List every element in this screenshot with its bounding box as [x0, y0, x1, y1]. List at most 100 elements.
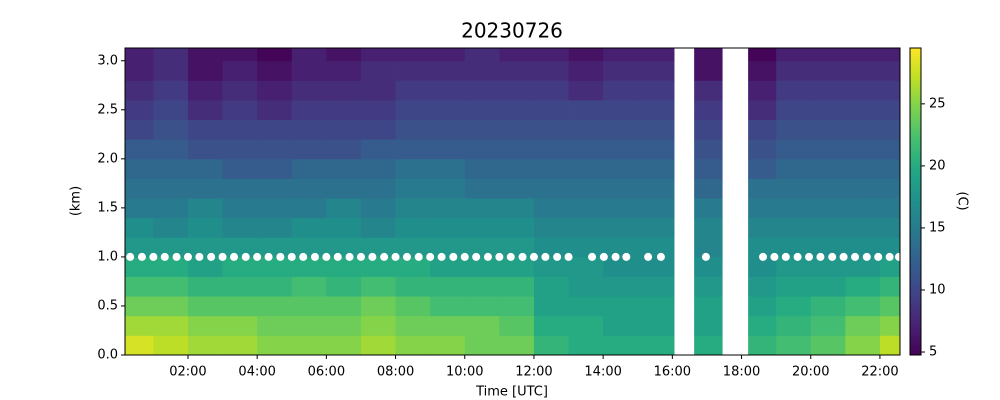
heatmap-cell	[533, 99, 569, 121]
heatmap-cell	[568, 48, 604, 62]
marker-point	[701, 252, 710, 261]
heatmap-cell	[291, 217, 327, 238]
heatmap-cell	[125, 178, 154, 199]
marker-point	[253, 252, 262, 261]
heatmap-cell	[533, 296, 569, 317]
heatmap-cell	[776, 335, 812, 355]
heatmap-cell	[845, 237, 881, 258]
x-tick-label: 02:00	[169, 365, 206, 380]
heatmap-cell	[694, 296, 723, 317]
heatmap-cell	[879, 256, 900, 277]
heatmap-cell	[395, 276, 431, 297]
heatmap-cell	[568, 99, 604, 121]
heatmap-cell	[222, 80, 258, 101]
heatmap-cell	[291, 276, 327, 297]
y-axis-label: (km)	[69, 186, 84, 216]
heatmap-cell	[222, 256, 258, 277]
marker-point	[380, 252, 389, 261]
heatmap-cell	[603, 178, 639, 199]
heatmap-cell	[464, 99, 500, 121]
heatmap-cell	[748, 60, 777, 81]
heatmap-cell	[879, 217, 900, 238]
heatmap-cell	[810, 178, 846, 199]
heatmap-cell	[257, 296, 293, 317]
heatmap-cell	[187, 315, 223, 336]
marker-point	[656, 252, 665, 261]
heatmap-cell	[568, 237, 604, 258]
heatmap-cell	[360, 60, 396, 81]
y-tick-label: 0.0	[97, 348, 118, 363]
heatmap-cell	[568, 296, 604, 317]
heatmap-cell	[153, 99, 189, 121]
heatmap-cell	[568, 217, 604, 238]
marker-point	[483, 252, 492, 261]
heatmap-cell	[430, 99, 466, 121]
heatmap-cell	[603, 296, 639, 317]
heatmap-cell	[637, 335, 675, 355]
heatmap-cell	[776, 80, 812, 101]
heatmap-cell	[603, 276, 639, 297]
heatmap-cell	[153, 276, 189, 297]
heatmap-cell	[395, 158, 431, 179]
heatmap	[125, 48, 900, 355]
heatmap-cell	[748, 256, 777, 277]
heatmap-cell	[291, 335, 327, 355]
heatmap-cell	[430, 119, 466, 140]
heatmap-cell	[257, 217, 293, 238]
heatmap-cell	[291, 237, 327, 258]
heatmap-cell	[810, 48, 846, 62]
heatmap-cell	[222, 296, 258, 317]
heatmap-cell	[637, 119, 675, 140]
colorbar-tick-label: 5	[929, 345, 937, 360]
heatmap-cell	[879, 158, 900, 179]
heatmap-cell	[748, 158, 777, 179]
heatmap-cell	[430, 139, 466, 160]
marker-point	[805, 252, 814, 261]
heatmap-cell	[879, 315, 900, 336]
heatmap-cell	[637, 60, 675, 81]
marker-point	[218, 252, 227, 261]
heatmap-cell	[395, 139, 431, 160]
heatmap-cell	[694, 335, 723, 355]
heatmap-cell	[637, 178, 675, 199]
heatmap-cell	[694, 276, 723, 297]
y-tick-label: 1.5	[97, 200, 118, 215]
marker-point	[172, 252, 181, 261]
heatmap-cell	[637, 99, 675, 121]
heatmap-cell	[533, 119, 569, 140]
heatmap-cell	[810, 315, 846, 336]
heatmap-cell	[153, 335, 189, 355]
heatmap-cell	[603, 198, 639, 219]
heatmap-cell	[153, 60, 189, 81]
heatmap-cell	[776, 198, 812, 219]
colorbar	[909, 47, 922, 356]
heatmap-cell	[360, 119, 396, 140]
heatmap-cell	[568, 80, 604, 101]
heatmap-cell	[430, 198, 466, 219]
heatmap-cell	[430, 178, 466, 199]
heatmap-cell	[222, 119, 258, 140]
heatmap-cell	[360, 256, 396, 277]
heatmap-cell	[291, 256, 327, 277]
heatmap-cell	[499, 198, 535, 219]
heatmap-cell	[694, 139, 723, 160]
x-tick-label: 22:00	[861, 365, 898, 380]
heatmap-cell	[879, 178, 900, 199]
heatmap-cell	[533, 237, 569, 258]
heatmap-cell	[694, 48, 723, 62]
heatmap-cell	[879, 99, 900, 121]
heatmap-cell	[637, 80, 675, 101]
heatmap-cell	[187, 48, 223, 62]
marker-point	[518, 252, 527, 261]
heatmap-cell	[810, 198, 846, 219]
heatmap-cell	[360, 315, 396, 336]
heatmap-cell	[810, 119, 846, 140]
marker-point	[299, 252, 308, 261]
marker-point	[874, 252, 883, 261]
heatmap-cell	[694, 237, 723, 258]
heatmap-cell	[603, 217, 639, 238]
heatmap-cell	[533, 276, 569, 297]
heatmap-cell	[499, 217, 535, 238]
marker-point	[183, 252, 192, 261]
heatmap-cell	[153, 158, 189, 179]
